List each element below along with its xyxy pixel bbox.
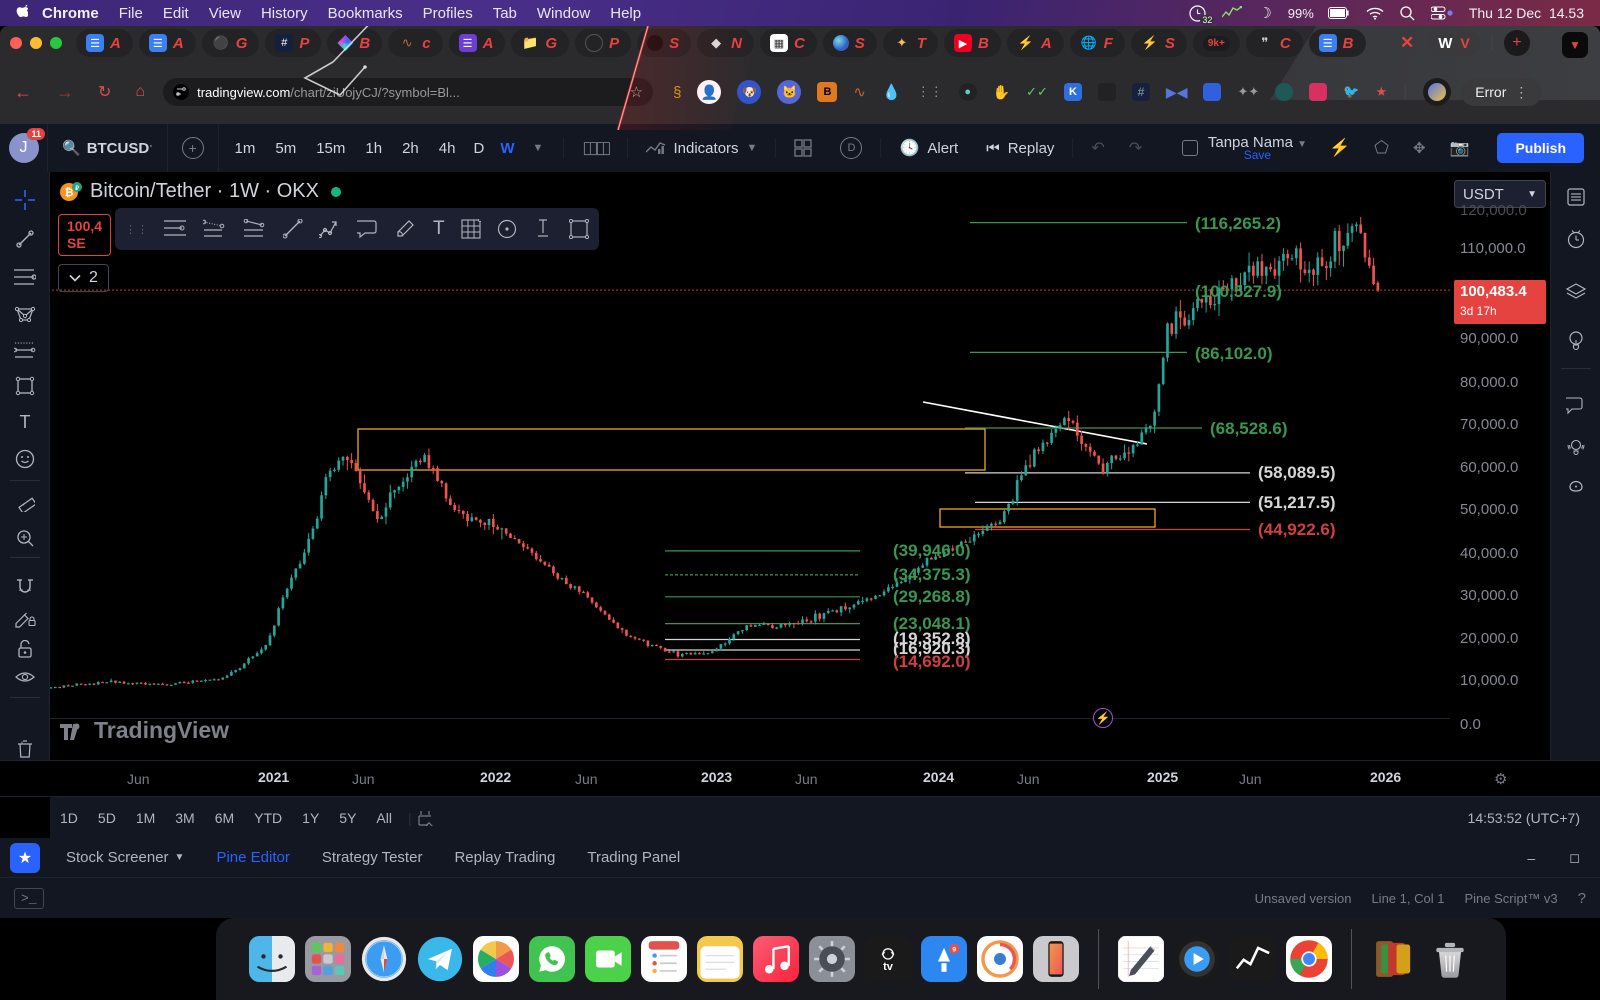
svg-text:⃌: ⃌ — [75, 185, 79, 192]
svg-text:9: 9 — [952, 946, 956, 953]
svg-text:₿: ₿ — [65, 187, 74, 199]
svg-text:tv: tv — [883, 961, 894, 973]
